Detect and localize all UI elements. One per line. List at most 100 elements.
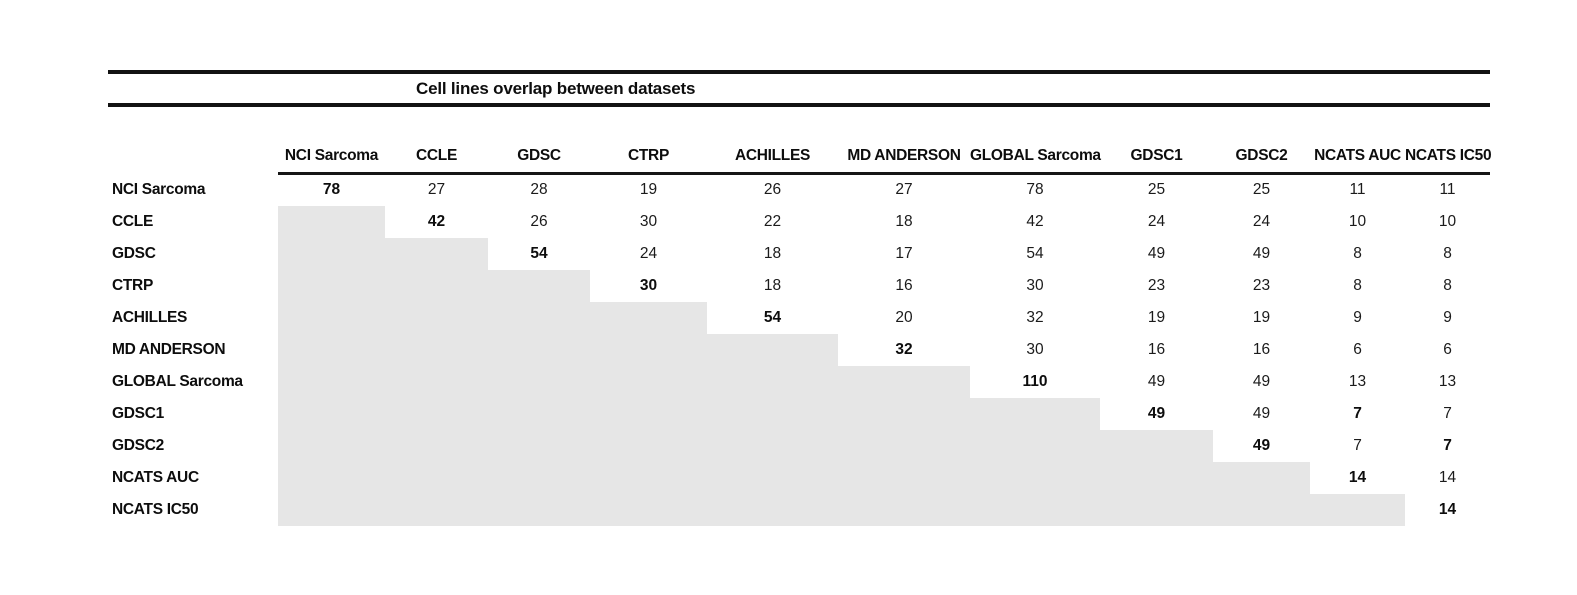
overlap-value-cell: 10 xyxy=(1438,212,1457,230)
column-header: NCATS AUC xyxy=(1310,140,1405,175)
shaded-empty-cell xyxy=(838,493,970,526)
shaded-empty-cell xyxy=(278,493,385,526)
overlap-value-cell: 27 xyxy=(895,181,913,199)
overlap-value-cell: 20 xyxy=(895,308,913,326)
row-label: GDSC xyxy=(112,244,156,262)
shaded-empty-cell xyxy=(488,365,590,398)
shaded-empty-cell xyxy=(278,333,385,366)
table-row: MD ANDERSON 32 30 16 16 6 6 xyxy=(108,333,1490,366)
overlap-value-cell: 14 xyxy=(1348,468,1367,486)
overlap-table: NCI Sarcoma CCLE GDSC CTRP ACHILLES MD ANDERS… xyxy=(108,140,1492,526)
overlap-value-cell: 11 xyxy=(1349,181,1366,199)
overlap-value-cell: 42 xyxy=(1026,212,1044,230)
shaded-empty-cell xyxy=(488,493,590,526)
shaded-empty-cell xyxy=(1100,461,1213,494)
top-rule xyxy=(108,70,1490,74)
table-row: NCATS IC50 14 xyxy=(108,493,1490,526)
overlap-value-cell: 49 xyxy=(1252,404,1271,422)
shaded-empty-cell xyxy=(278,365,385,398)
overlap-value-cell: 25 xyxy=(1147,181,1166,199)
shaded-empty-cell xyxy=(838,365,970,398)
overlap-value-cell: 30 xyxy=(639,212,658,230)
shaded-empty-cell xyxy=(838,461,970,494)
overlap-value-cell: 110 xyxy=(1022,372,1048,390)
overlap-value-cell: 8 xyxy=(1443,276,1452,294)
overlap-value-cell: 78 xyxy=(1026,181,1044,199)
overlap-value-cell: 32 xyxy=(1026,308,1044,326)
overlap-value-cell: 28 xyxy=(530,181,548,199)
overlap-value-cell: 30 xyxy=(1026,276,1044,294)
row-label: NCATS AUC xyxy=(112,468,199,486)
overlap-value-cell: 54 xyxy=(763,308,782,326)
column-header: GDSC1 xyxy=(1100,140,1213,175)
shaded-empty-cell xyxy=(488,333,590,366)
overlap-value-cell: 19 xyxy=(1252,308,1271,326)
overlap-table-wrap: NCI Sarcoma CCLE GDSC CTRP ACHILLES MD ANDERS… xyxy=(108,140,1492,526)
row-label: GLOBAL Sarcoma xyxy=(112,372,243,390)
table-row: ACHILLES 54 20 32 19 19 9 9 xyxy=(108,301,1490,334)
overlap-value-cell: 49 xyxy=(1252,436,1271,454)
overlap-value-cell: 30 xyxy=(639,276,658,294)
shaded-empty-cell xyxy=(385,429,488,462)
column-header: ACHILLES xyxy=(707,140,838,175)
overlap-value-cell: 49 xyxy=(1252,372,1271,390)
overlap-value-cell: 26 xyxy=(530,212,548,230)
row-label: GDSC1 xyxy=(112,404,164,422)
overlap-value-cell: 49 xyxy=(1147,372,1166,390)
shaded-empty-cell xyxy=(707,397,838,430)
title-block: Cell lines overlap between datasets xyxy=(108,70,1490,107)
overlap-value-cell: 11 xyxy=(1439,181,1456,199)
overlap-value-cell: 32 xyxy=(895,340,913,358)
shaded-empty-cell xyxy=(707,365,838,398)
overlap-value-cell: 13 xyxy=(1348,372,1367,390)
row-label: GDSC2 xyxy=(112,436,164,454)
overlap-value-cell: 14 xyxy=(1438,500,1457,518)
row-label: ACHILLES xyxy=(112,308,188,326)
shaded-empty-cell xyxy=(278,205,385,238)
shaded-empty-cell xyxy=(488,461,590,494)
row-label: NCI Sarcoma xyxy=(112,180,206,198)
overlap-value-cell: 18 xyxy=(763,276,782,294)
overlap-value-cell: 27 xyxy=(427,181,446,199)
shaded-empty-cell xyxy=(590,333,707,366)
shaded-empty-cell xyxy=(488,397,590,430)
shaded-empty-cell xyxy=(1213,461,1310,494)
overlap-value-cell: 24 xyxy=(1147,212,1166,230)
table-body: NCI Sarcoma 78 27 28 19 26 27 78 25 25 11 11 CCLE 42 2… xyxy=(108,174,1490,526)
shaded-empty-cell xyxy=(590,461,707,494)
column-header: CTRP xyxy=(590,140,707,175)
overlap-value-cell: 19 xyxy=(1147,308,1166,326)
table-row: GLOBAL Sarcoma 110 49 49 13 13 xyxy=(108,365,1490,398)
shaded-empty-cell xyxy=(385,493,488,526)
overlap-value-cell: 49 xyxy=(1147,244,1166,262)
column-header: NCATS IC50 xyxy=(1405,140,1492,175)
overlap-value-cell: 19 xyxy=(639,181,658,199)
overlap-value-cell: 17 xyxy=(895,244,913,262)
corner-cell xyxy=(108,140,278,174)
overlap-value-cell: 49 xyxy=(1147,404,1166,422)
table-row: CTRP 30 18 16 30 23 23 8 8 xyxy=(108,269,1490,302)
overlap-value-cell: 18 xyxy=(895,212,913,230)
shaded-empty-cell xyxy=(970,493,1100,526)
row-label: CTRP xyxy=(112,276,153,294)
column-header: MD ANDERSON xyxy=(838,140,970,175)
shaded-empty-cell xyxy=(1310,493,1405,526)
shaded-empty-cell xyxy=(488,301,590,334)
table-row: NCI Sarcoma 78 27 28 19 26 27 78 25 25 11 11 xyxy=(108,174,1490,206)
overlap-value-cell: 13 xyxy=(1438,372,1457,390)
shaded-empty-cell xyxy=(278,269,385,302)
shaded-empty-cell xyxy=(707,493,838,526)
shaded-empty-cell xyxy=(590,301,707,334)
column-header: GDSC xyxy=(488,140,590,175)
overlap-value-cell: 10 xyxy=(1348,212,1367,230)
overlap-value-cell: 16 xyxy=(1252,340,1271,358)
shaded-empty-cell xyxy=(590,397,707,430)
shaded-empty-cell xyxy=(385,301,488,334)
row-label: NCATS IC50 xyxy=(112,500,199,518)
overlap-value-cell: 23 xyxy=(1147,276,1166,294)
shaded-empty-cell xyxy=(385,269,488,302)
overlap-value-cell: 22 xyxy=(763,212,782,230)
shaded-empty-cell xyxy=(385,237,488,270)
table-row: NCATS AUC 14 14 xyxy=(108,461,1490,494)
